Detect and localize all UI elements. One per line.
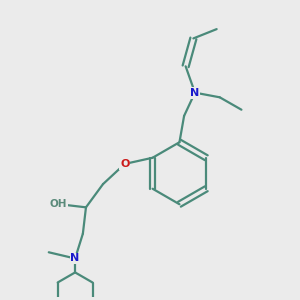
Text: N: N	[190, 88, 200, 98]
Text: O: O	[120, 159, 129, 169]
Text: N: N	[70, 254, 80, 263]
Text: OH: OH	[49, 199, 67, 209]
